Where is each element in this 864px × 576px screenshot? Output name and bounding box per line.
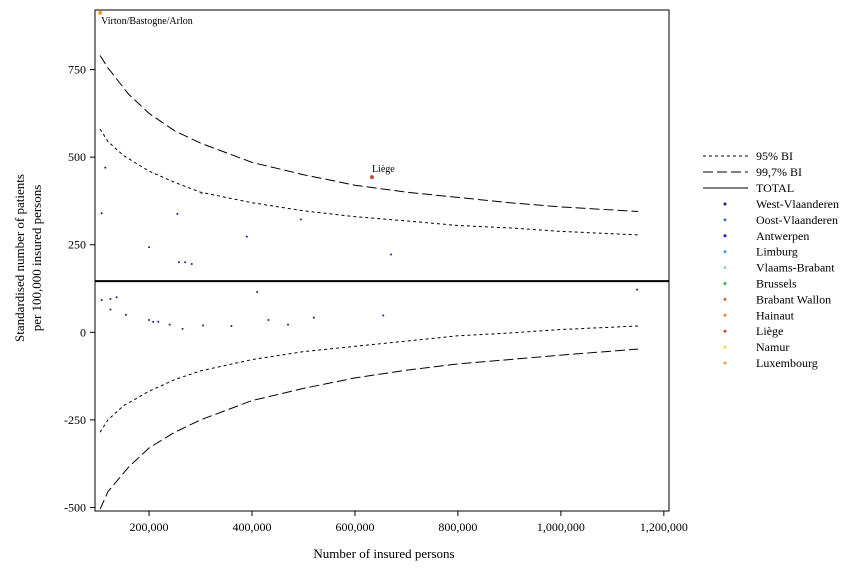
data-point [109,298,112,301]
data-point [202,324,205,327]
limits-997-lower-line [99,348,639,510]
legend-marker [723,234,727,238]
data-point [287,323,290,326]
data-point [267,319,270,322]
data-point [157,320,160,323]
x-axis: 200,000 400,000 600,000 800,000 1,000,000 1,2… [130,511,688,534]
legend-marker [723,202,727,206]
x-axis-title: Number of insured persons [313,546,454,561]
legend-label: 99,7% BI [756,165,802,179]
data-point [390,253,393,256]
y-axis-title-line-2-text: per 100,000 insured persons [29,185,44,332]
legend-marker [723,266,727,270]
data-point [256,291,259,294]
y-axis-title-line-1-text: Standardised number of patients [12,174,27,342]
data-points [98,10,639,330]
data-point [176,212,179,215]
legend-marker [723,313,727,317]
point-label: Liège [372,164,395,175]
data-point [636,288,639,291]
legend-label: Vlaams-Brabant [756,261,835,275]
data-point [115,296,118,299]
data-point [177,261,180,264]
legend-label: 95% BI [756,149,793,163]
highlighted-point [369,175,374,180]
legend-label: Liège [756,324,783,338]
legend-marker [723,297,727,301]
legend-label: Limburg [756,245,798,259]
control-limits [99,55,639,510]
legend-label: TOTAL [756,181,794,195]
legend-label: Brabant Wallon [756,292,831,306]
legend-label: West-Vlaanderen [756,197,839,211]
x-tick-label: 1,000,000 [537,520,585,534]
data-point [100,299,103,302]
legend-marker [723,282,727,285]
limits-997-upper-line [99,55,639,212]
data-point [245,235,248,238]
legend-marker [723,250,727,254]
data-point [100,212,103,215]
x-tick-label: 200,000 [130,520,169,534]
point-annotations: Virton/Bastogne/Arlon Liège [101,16,395,175]
data-point [104,166,107,169]
data-point [299,218,302,221]
highlighted-point [98,10,103,15]
x-tick-label: 1,200,000 [640,520,688,534]
data-point [168,323,171,326]
data-point [181,327,184,330]
data-point [148,319,151,322]
data-point [124,313,127,316]
data-point [190,263,193,266]
y-axis-title-group: Standardised number of patients per 100,… [12,174,44,342]
data-point [382,314,385,317]
legend: 95% BI 99,7% BI TOTAL West-Vlaanderen Oost-V… [703,149,839,370]
data-point [230,325,233,328]
point-label: Virton/Bastogne/Arlon [101,16,193,27]
x-tick-label: 600,000 [335,520,374,534]
y-tick-label: 750 [68,63,86,77]
y-tick-label: 250 [68,238,86,252]
x-tick-label: 800,000 [438,520,477,534]
legend-label: Brussels [756,277,797,291]
y-axis: 750 500 250 0 -250 -500 [64,63,95,514]
data-point [184,261,187,264]
legend-label: Namur [756,340,789,354]
limits-95-upper-line [99,128,639,236]
legend-marker [723,345,727,349]
y-tick-label: 500 [68,150,86,164]
legend-marker [723,329,727,333]
data-point [152,320,155,323]
y-tick-label: 0 [80,325,86,339]
data-point [312,316,315,319]
legend-label: Hainaut [756,308,795,322]
legend-label: Luxembourg [756,356,818,370]
legend-marker [723,218,727,222]
data-point [109,308,112,311]
data-point [200,191,203,194]
x-tick-label: 400,000 [233,520,272,534]
legend-marker [723,361,727,365]
limits-95-lower-line [99,325,639,433]
data-point [148,246,151,249]
y-tick-label: -500 [64,500,86,514]
plot-frame [94,9,670,512]
legend-label: Oost-Vlaanderen [756,213,838,227]
y-tick-label: -250 [64,413,86,427]
legend-label: Antwerpen [756,229,809,243]
